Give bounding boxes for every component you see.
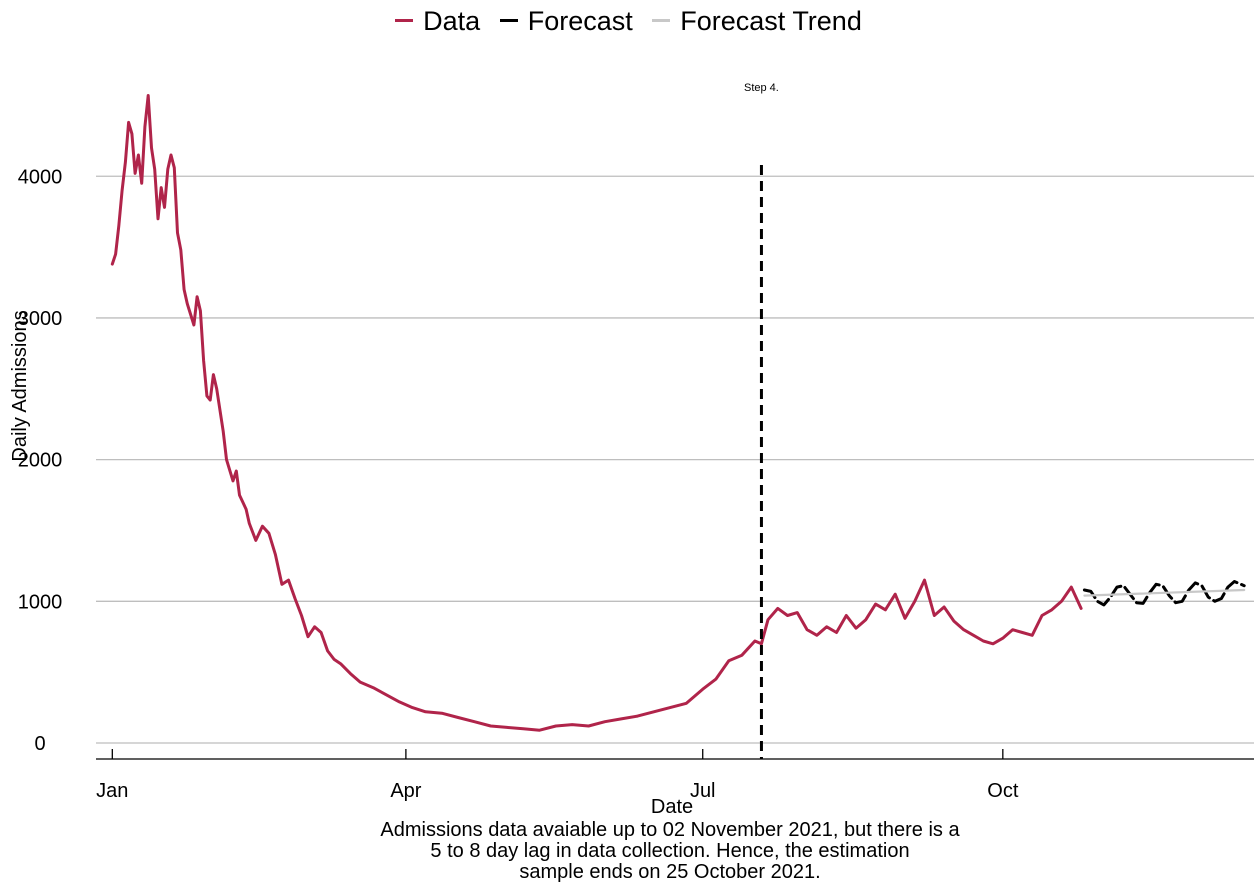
legend-label-forecast: Forecast bbox=[527, 6, 633, 36]
x-axis-title: Date bbox=[651, 796, 693, 818]
legend-item-forecast: Forecast bbox=[499, 6, 633, 37]
series-forecast-trend-line bbox=[1083, 588, 1246, 597]
y-tick-label: 4000 bbox=[18, 166, 63, 188]
step-4-label: Step 4. bbox=[744, 82, 779, 94]
legend: Data Forecast Forecast Trend bbox=[0, 6, 1257, 37]
legend-swatch-forecast-trend bbox=[652, 19, 671, 23]
series-lines bbox=[110, 94, 1246, 732]
tick-labels: 0 1000 2000 3000 4000 Jan Apr Jul Oct Step 4. bbox=[18, 82, 1019, 802]
y-tick-label: 1000 bbox=[18, 591, 63, 613]
grid-lines bbox=[96, 175, 1254, 744]
y-tick-label: 2000 bbox=[18, 450, 63, 472]
caption-line-3: sample ends on 25 October 2021. bbox=[519, 861, 821, 883]
x-tick-label: Apr bbox=[390, 780, 421, 802]
y-tick-label: 3000 bbox=[18, 308, 63, 330]
caption-line-2: 5 to 8 day lag in data collection. Hence… bbox=[430, 840, 910, 862]
legend-label-forecast-trend: Forecast Trend bbox=[680, 6, 862, 36]
x-tick-label: Oct bbox=[987, 780, 1019, 802]
x-axis bbox=[96, 749, 1254, 760]
y-tick-label: 0 bbox=[34, 733, 45, 755]
chart-caption: Admissions data avaiable up to 02 Novemb… bbox=[250, 820, 1090, 883]
y-axis-title: Daily Admissions bbox=[9, 310, 31, 461]
x-tick-label: Jan bbox=[96, 780, 128, 802]
legend-swatch-forecast bbox=[499, 19, 518, 23]
caption-line-1: Admissions data avaiable up to 02 Novemb… bbox=[380, 819, 960, 841]
legend-item-data: Data bbox=[395, 6, 480, 37]
series-data-line bbox=[110, 94, 1083, 732]
legend-swatch-data bbox=[395, 19, 414, 23]
legend-label-data: Data bbox=[423, 6, 481, 36]
legend-item-forecast-trend: Forecast Trend bbox=[652, 6, 862, 37]
x-tick-label: Jul bbox=[690, 780, 716, 802]
